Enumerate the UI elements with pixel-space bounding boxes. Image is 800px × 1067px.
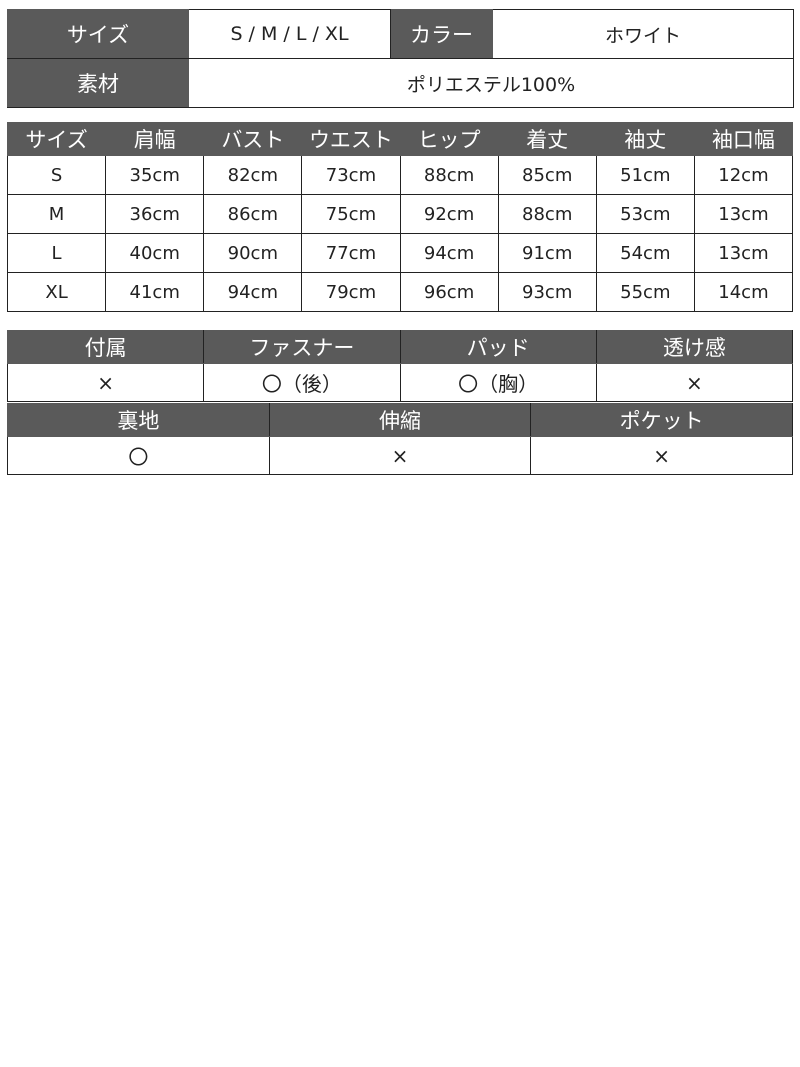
- measurement-cell: 85cm: [497, 155, 597, 195]
- column-header: ウエスト: [301, 122, 401, 156]
- measurement-cell: 40cm: [105, 233, 205, 273]
- measurement-cell: 36cm: [105, 194, 205, 234]
- column-header: 着丈: [497, 122, 597, 156]
- measurement-cell: 51cm: [595, 155, 695, 195]
- size-cell: M: [6, 194, 107, 234]
- feature-header: ポケット: [530, 403, 793, 437]
- measurement-cell: 94cm: [203, 272, 303, 312]
- column-header: サイズ: [6, 122, 107, 156]
- feature-header: ファスナー: [203, 330, 401, 364]
- measurement-cell: 86cm: [203, 194, 303, 234]
- feature-value: 〇（後）: [203, 363, 401, 402]
- measurement-cell: 94cm: [399, 233, 499, 273]
- measurement-cell: 90cm: [203, 233, 303, 273]
- feature-header: 伸縮: [268, 403, 532, 437]
- measurement-cell: 55cm: [595, 272, 695, 312]
- table-row: L 40cm 90cm 77cm 94cm 91cm 54cm 13cm: [6, 233, 794, 273]
- measurement-cell: 82cm: [203, 155, 303, 195]
- feature-header: 裏地: [7, 403, 270, 437]
- material-value: ポリエステル100%: [188, 58, 794, 108]
- measurement-cell: 93cm: [497, 272, 597, 312]
- feature-header: 付属: [6, 330, 205, 364]
- color-label: カラー: [390, 9, 493, 59]
- size-cell: L: [6, 233, 107, 273]
- size-cell: XL: [6, 272, 107, 312]
- measurement-cell: 41cm: [105, 272, 205, 312]
- feature-value: ×: [530, 436, 793, 475]
- color-value: ホワイト: [492, 9, 794, 59]
- material-label: 素材: [7, 58, 189, 108]
- measurement-cell: 13cm: [693, 233, 794, 273]
- feature-value: ×: [595, 363, 794, 402]
- size-value: S / M / L / XL: [188, 9, 391, 59]
- spec-table: サイズ S / M / L / XL カラー ホワイト 素材 ポリエステル100…: [7, 9, 794, 108]
- table-row: S 35cm 82cm 73cm 88cm 85cm 51cm 12cm: [6, 155, 794, 195]
- feature-value: 〇: [7, 436, 270, 475]
- measurement-cell: 54cm: [595, 233, 695, 273]
- measurement-cell: 14cm: [693, 272, 794, 312]
- measurement-cell: 53cm: [595, 194, 695, 234]
- measurement-cell: 75cm: [301, 194, 401, 234]
- column-header: 袖口幅: [693, 122, 794, 156]
- table-row: XL 41cm 94cm 79cm 96cm 93cm 55cm 14cm: [6, 272, 794, 312]
- size-table-header: サイズ 肩幅 バスト ウエスト ヒップ 着丈 袖丈 袖口幅: [6, 122, 794, 156]
- size-label: サイズ: [7, 9, 189, 59]
- feature-value: ×: [6, 363, 205, 402]
- measurement-cell: 88cm: [497, 194, 597, 234]
- feature-value: 〇（胸）: [399, 363, 597, 402]
- column-header: ヒップ: [399, 122, 499, 156]
- measurement-cell: 91cm: [497, 233, 597, 273]
- size-cell: S: [6, 155, 107, 195]
- measurement-cell: 79cm: [301, 272, 401, 312]
- measurement-cell: 92cm: [399, 194, 499, 234]
- features-table-2: 裏地 伸縮 ポケット 〇 × ×: [7, 403, 793, 475]
- feature-value: ×: [268, 436, 532, 475]
- measurement-cell: 35cm: [105, 155, 205, 195]
- column-header: 袖丈: [595, 122, 695, 156]
- measurement-cell: 96cm: [399, 272, 499, 312]
- column-header: 肩幅: [105, 122, 205, 156]
- measurement-cell: 13cm: [693, 194, 794, 234]
- measurement-cell: 12cm: [693, 155, 794, 195]
- measurement-cell: 77cm: [301, 233, 401, 273]
- measurement-cell: 88cm: [399, 155, 499, 195]
- measurement-cell: 73cm: [301, 155, 401, 195]
- table-row: M 36cm 86cm 75cm 92cm 88cm 53cm 13cm: [6, 194, 794, 234]
- features-table-1: 付属 ファスナー パッド 透け感 × 〇（後） 〇（胸） ×: [6, 330, 794, 402]
- feature-header: パッド: [399, 330, 597, 364]
- feature-header: 透け感: [595, 330, 794, 364]
- column-header: バスト: [203, 122, 303, 156]
- size-table: サイズ 肩幅 バスト ウエスト ヒップ 着丈 袖丈 袖口幅 S 35cm 82cm 7…: [6, 122, 794, 312]
